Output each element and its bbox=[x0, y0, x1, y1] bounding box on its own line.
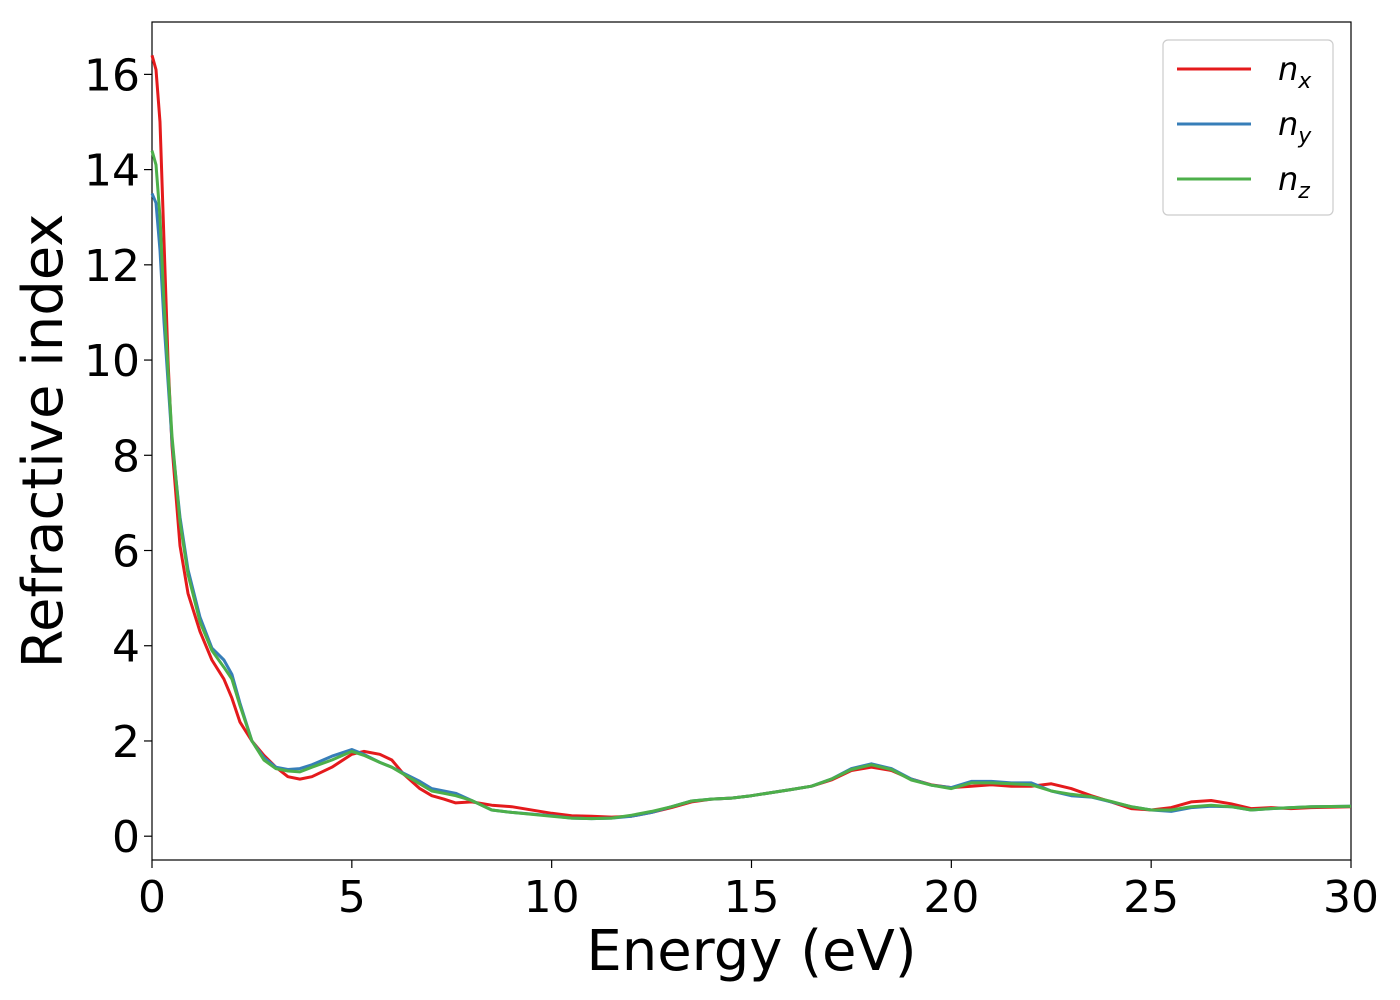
y-tick-label: 4 bbox=[112, 622, 140, 673]
plot-area bbox=[150, 21, 1352, 861]
x-tick-label: 20 bbox=[923, 872, 979, 923]
legend-label-subscript: y bbox=[1297, 124, 1312, 149]
x-tick-label: 5 bbox=[338, 872, 366, 923]
y-tick-label: 14 bbox=[84, 146, 140, 197]
legend-label-nz: nz bbox=[1278, 160, 1310, 204]
y-tick-label: 16 bbox=[84, 50, 140, 101]
plot-frame bbox=[151, 21, 1352, 861]
legend-label-ny: ny bbox=[1278, 105, 1312, 149]
legend-label-subscript: z bbox=[1297, 179, 1310, 204]
legend-box bbox=[1162, 39, 1334, 216]
legend-label-base: n bbox=[1278, 105, 1298, 143]
x-axis-label: Energy (eV) bbox=[586, 919, 916, 984]
x-tick-label: 25 bbox=[1123, 872, 1179, 923]
y-tick-label: 8 bbox=[112, 431, 140, 482]
y-tick-label: 10 bbox=[84, 336, 140, 387]
series-lines bbox=[150, 54, 1352, 821]
legend-label-nx: nx bbox=[1278, 50, 1312, 94]
x-tick-label: 15 bbox=[724, 872, 780, 923]
y-axis-label: Refractive index bbox=[11, 214, 76, 669]
legend-label-base: n bbox=[1278, 50, 1298, 88]
x-tick-label: 10 bbox=[524, 872, 580, 923]
legend-label-subscript: x bbox=[1297, 69, 1312, 94]
y-tick-label: 2 bbox=[112, 717, 140, 768]
y-tick-label: 6 bbox=[112, 527, 140, 578]
x-axis-ticks: 0 5 10 15 20 25 30 bbox=[138, 860, 1379, 923]
x-tick-label: 0 bbox=[138, 872, 166, 923]
series-line-nz bbox=[150, 150, 1352, 821]
legend-label-base: n bbox=[1278, 160, 1298, 198]
y-tick-label: 0 bbox=[112, 812, 140, 863]
x-tick-label: 30 bbox=[1323, 872, 1379, 923]
y-tick-label: 12 bbox=[84, 241, 140, 292]
y-axis-ticks: 0 2 4 6 8 10 12 14 16 bbox=[84, 50, 152, 863]
